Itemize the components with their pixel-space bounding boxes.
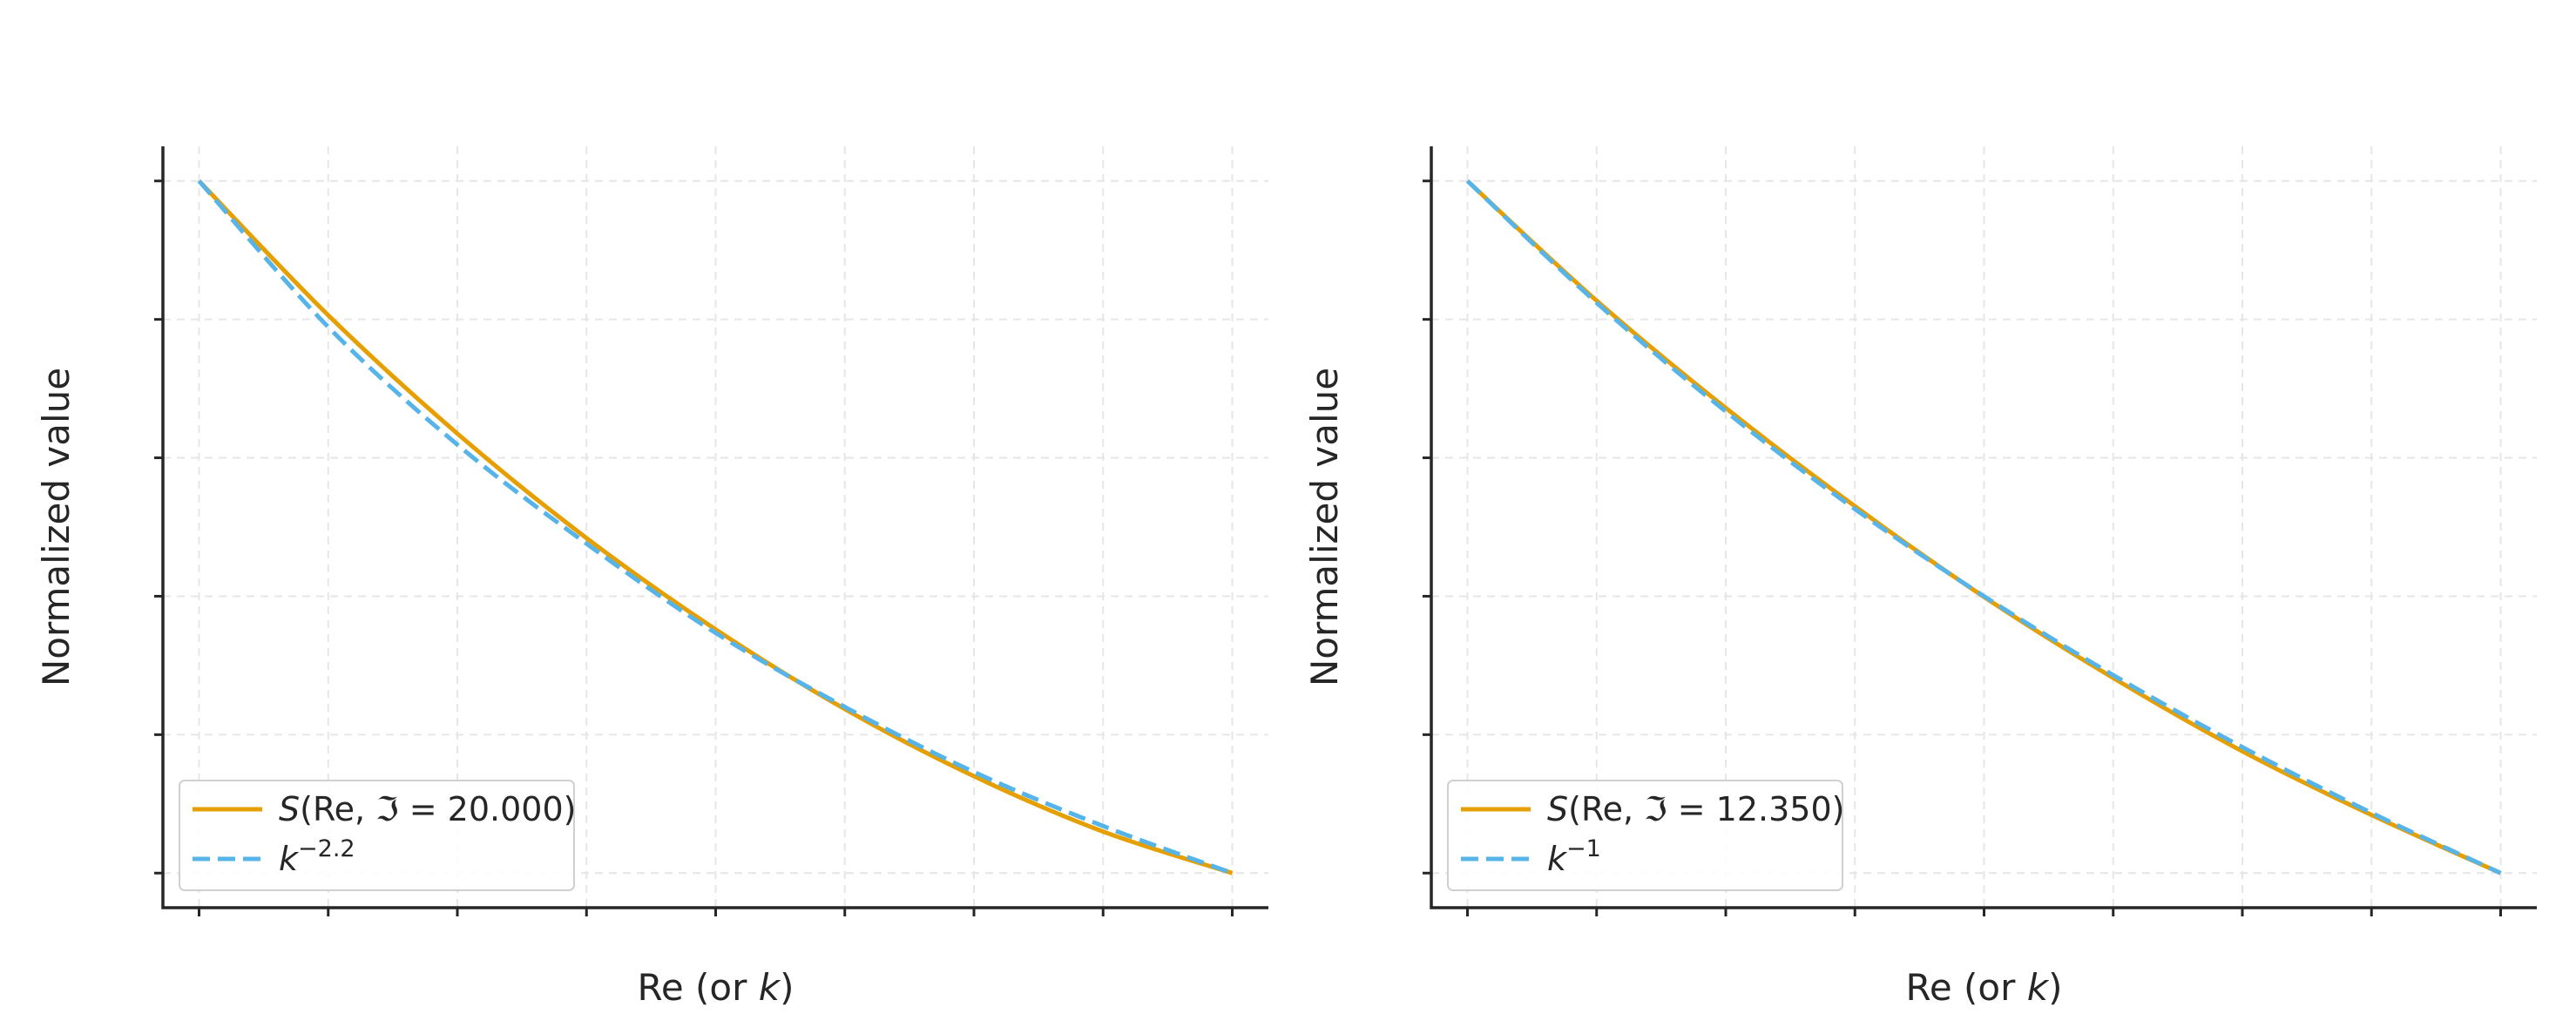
axis-spines: [161, 146, 1268, 909]
panel-batchelor: Re (or k) Normalized value S(Re, ℑ = 12.35…: [1303, 146, 2537, 1009]
series-line-model: [197, 179, 1234, 875]
panel-bolgiano-obukhov: Re (or k) Normalized value S(Re, ℑ = 20.00…: [35, 146, 1268, 1009]
x-axis-label: Re (or k): [638, 966, 794, 1009]
x-axis-label: Re (or k): [1906, 966, 2063, 1009]
legend-label: k−1: [1547, 835, 1601, 878]
axis-spines: [1430, 146, 2537, 909]
y-axis-label: Normalized value: [1303, 368, 1346, 686]
legend-label: k−2.2: [279, 835, 355, 878]
series-line-power-law: [1465, 179, 2502, 875]
legend-box: [179, 780, 575, 891]
legend-box: [1447, 780, 1843, 891]
series-line-power-law: [197, 179, 1234, 875]
y-axis-label: Normalized value: [35, 368, 78, 686]
legend-label: S(Re, ℑ = 20.000): [279, 790, 576, 828]
legend-label: S(Re, ℑ = 12.350): [1547, 790, 1844, 828]
